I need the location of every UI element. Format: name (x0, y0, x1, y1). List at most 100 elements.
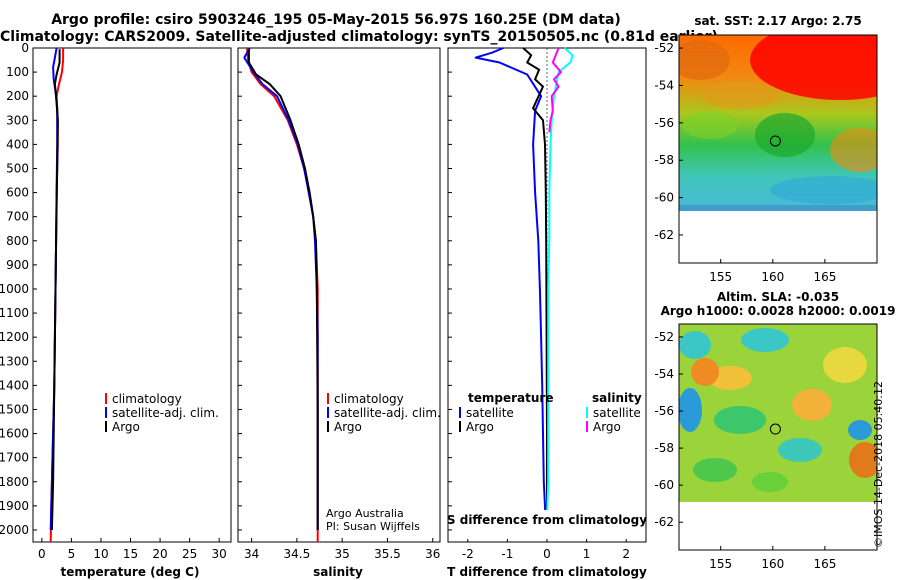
salinity-legend-label: Argo (334, 420, 362, 434)
difference-series-s-satellite (546, 47, 574, 518)
sla-map: Altim. SLA: -0.035 Argo h1000: 0.0028 h2… (654, 290, 895, 571)
salinity-x-tick-label: 35.5 (374, 547, 401, 561)
difference-panel: -2-1012-0.5-0.2500.250.5satelliteArgosat… (447, 47, 647, 579)
sst-lon-tick-label: 165 (813, 270, 836, 284)
temperature-x-tick-label: 0 (38, 547, 46, 561)
depth-tick-label: 600 (6, 186, 29, 200)
salinity-x-tick-label: 34 (244, 547, 259, 561)
depth-tick-label: 200 (6, 89, 29, 103)
sst-map: sat. SST: 2.17 Argo: 2.75 155 160 165 -52 -5… (654, 14, 878, 284)
sst-lat-tick-label: -56 (654, 116, 674, 130)
temperature-legend-label: satellite-adj. clim. (112, 406, 219, 420)
sla-map-subtitle: Argo h1000: 0.0028 h2000: 0.0019 (661, 304, 896, 318)
sla-map-title: Altim. SLA: -0.035 (717, 290, 839, 304)
s-axis-backing (455, 510, 641, 539)
difference-series-t-argo (522, 47, 548, 530)
temperature-legend-label: climatology (112, 392, 182, 406)
temperature-x-tick-label: 30 (212, 547, 227, 561)
figure-title-line1: Argo profile: csiro 5903246_195 05-May-2… (51, 12, 621, 28)
sla-lat-tick-label: -56 (654, 404, 674, 418)
salinity-frame (237, 47, 441, 543)
depth-tick-label: 1400 (0, 378, 29, 392)
temperature-panel: 0100200300400500600700800900100011001200… (0, 41, 232, 579)
sst-lon-tick-label: 155 (709, 270, 732, 284)
salinity-series-argo (247, 49, 319, 530)
depth-tick-label: 1800 (0, 475, 29, 489)
difference-x-tick-label: -2 (462, 547, 474, 561)
temperature-x-tick-label: 10 (93, 547, 108, 561)
sla-lat-tick-label: -62 (654, 515, 674, 529)
sst-lat-tick-label: -52 (654, 41, 674, 55)
sst-map-frame (678, 34, 878, 264)
difference-legend-temperature-label: satellite (466, 406, 514, 420)
difference-legend-temperature-label: Argo (466, 420, 494, 434)
difference-x-tick-label: 0 (543, 547, 551, 561)
depth-tick-label: 800 (6, 234, 29, 248)
depth-tick-label: 1500 (0, 402, 29, 416)
depth-tick-label: 1000 (0, 282, 29, 296)
sla-field (679, 324, 877, 502)
temperature-x-tick-label: 25 (182, 547, 197, 561)
depth-tick-label: 1600 (0, 427, 29, 441)
sst-lat-tick-label: -62 (654, 228, 674, 242)
difference-legend-salinity-label: Argo (593, 420, 621, 434)
salinity-x-tick-label: 36 (425, 547, 440, 561)
sla-lon-tick-label: 165 (813, 557, 836, 571)
sst-lat-tick-label: -58 (654, 153, 674, 167)
sla-lon-tick-label: 155 (709, 557, 732, 571)
temperature-x-tick-label: 20 (152, 547, 167, 561)
depth-tick-label: 2000 (0, 523, 29, 537)
sla-lat-tick-label: -58 (654, 441, 674, 455)
sst-lon-tick-label: 160 (761, 270, 784, 284)
s-difference-label: S difference from climatology (447, 513, 647, 527)
difference-x-tick-label: 2 (622, 547, 630, 561)
salinity-xlabel: salinity (313, 565, 363, 579)
difference-legend-salinity-label: satellite (593, 406, 641, 420)
temperature-x-tick-label: 5 (68, 547, 76, 561)
salinity-series-satellite-adj-clim- (243, 47, 319, 530)
depth-tick-label: 1700 (0, 451, 29, 465)
depth-tick-label: 500 (6, 161, 29, 175)
depth-tick-label: 400 (6, 137, 29, 151)
salinity-x-tick-label: 35 (335, 547, 350, 561)
depth-tick-label: 900 (6, 258, 29, 272)
sla-lat-tick-label: -54 (654, 367, 674, 381)
salinity-legend-label: climatology (334, 392, 404, 406)
depth-tick-label: 1200 (0, 330, 29, 344)
difference-x-tick-label: -1 (501, 547, 513, 561)
sla-lon-tick-label: 160 (761, 557, 784, 571)
salinity-panel: 34 34.5 35 35.5 36 climatologysatellite-adj. … (237, 47, 441, 579)
depth-tick-label: 1300 (0, 354, 29, 368)
sst-float-marker (769, 135, 781, 147)
sst-map-title: sat. SST: 2.17 Argo: 2.75 (694, 14, 861, 28)
sst-lat-tick-label: -54 (654, 78, 674, 92)
figure-title-line2: Climatology: CARS2009. Satellite-adjuste… (0, 29, 718, 45)
sla-lat-tick-label: -60 (654, 478, 674, 492)
temperature-legend-label: Argo (112, 420, 140, 434)
depth-tick-label: 300 (6, 113, 29, 127)
difference-x-tick-label: 1 (583, 547, 591, 561)
credit-line1: Argo Australia (326, 507, 404, 520)
sla-map-frame (678, 323, 878, 551)
salinity-series-climatology (246, 47, 319, 542)
credit-line2: PI: Susan Wijffels (326, 520, 420, 533)
sst-field (679, 35, 877, 211)
depth-tick-label: 1100 (0, 306, 29, 320)
salinity-legend-label: satellite-adj. clim. (334, 406, 441, 420)
depth-tick-label: 700 (6, 210, 29, 224)
temperature-frame (32, 47, 232, 543)
depth-tick-label: 1900 (0, 499, 29, 513)
legend-salinity-title: salinity (592, 391, 642, 405)
sst-lat-tick-label: -60 (654, 191, 674, 205)
t-difference-xlabel: T difference from climatology (447, 565, 647, 579)
temperature-x-tick-label: 15 (123, 547, 138, 561)
difference-series-t-satellite (474, 47, 547, 531)
temperature-series-argo (50, 49, 61, 531)
salinity-x-tick-label: 34.5 (284, 547, 311, 561)
imos-timestamp: ©IMOS 14-Dec-2018 05:40:12 (872, 381, 885, 548)
sla-float-marker (769, 423, 781, 435)
temperature-xlabel: temperature (deg C) (61, 565, 200, 579)
depth-tick-label: 0 (21, 41, 29, 55)
legend-temperature-title: temperature (468, 391, 553, 405)
